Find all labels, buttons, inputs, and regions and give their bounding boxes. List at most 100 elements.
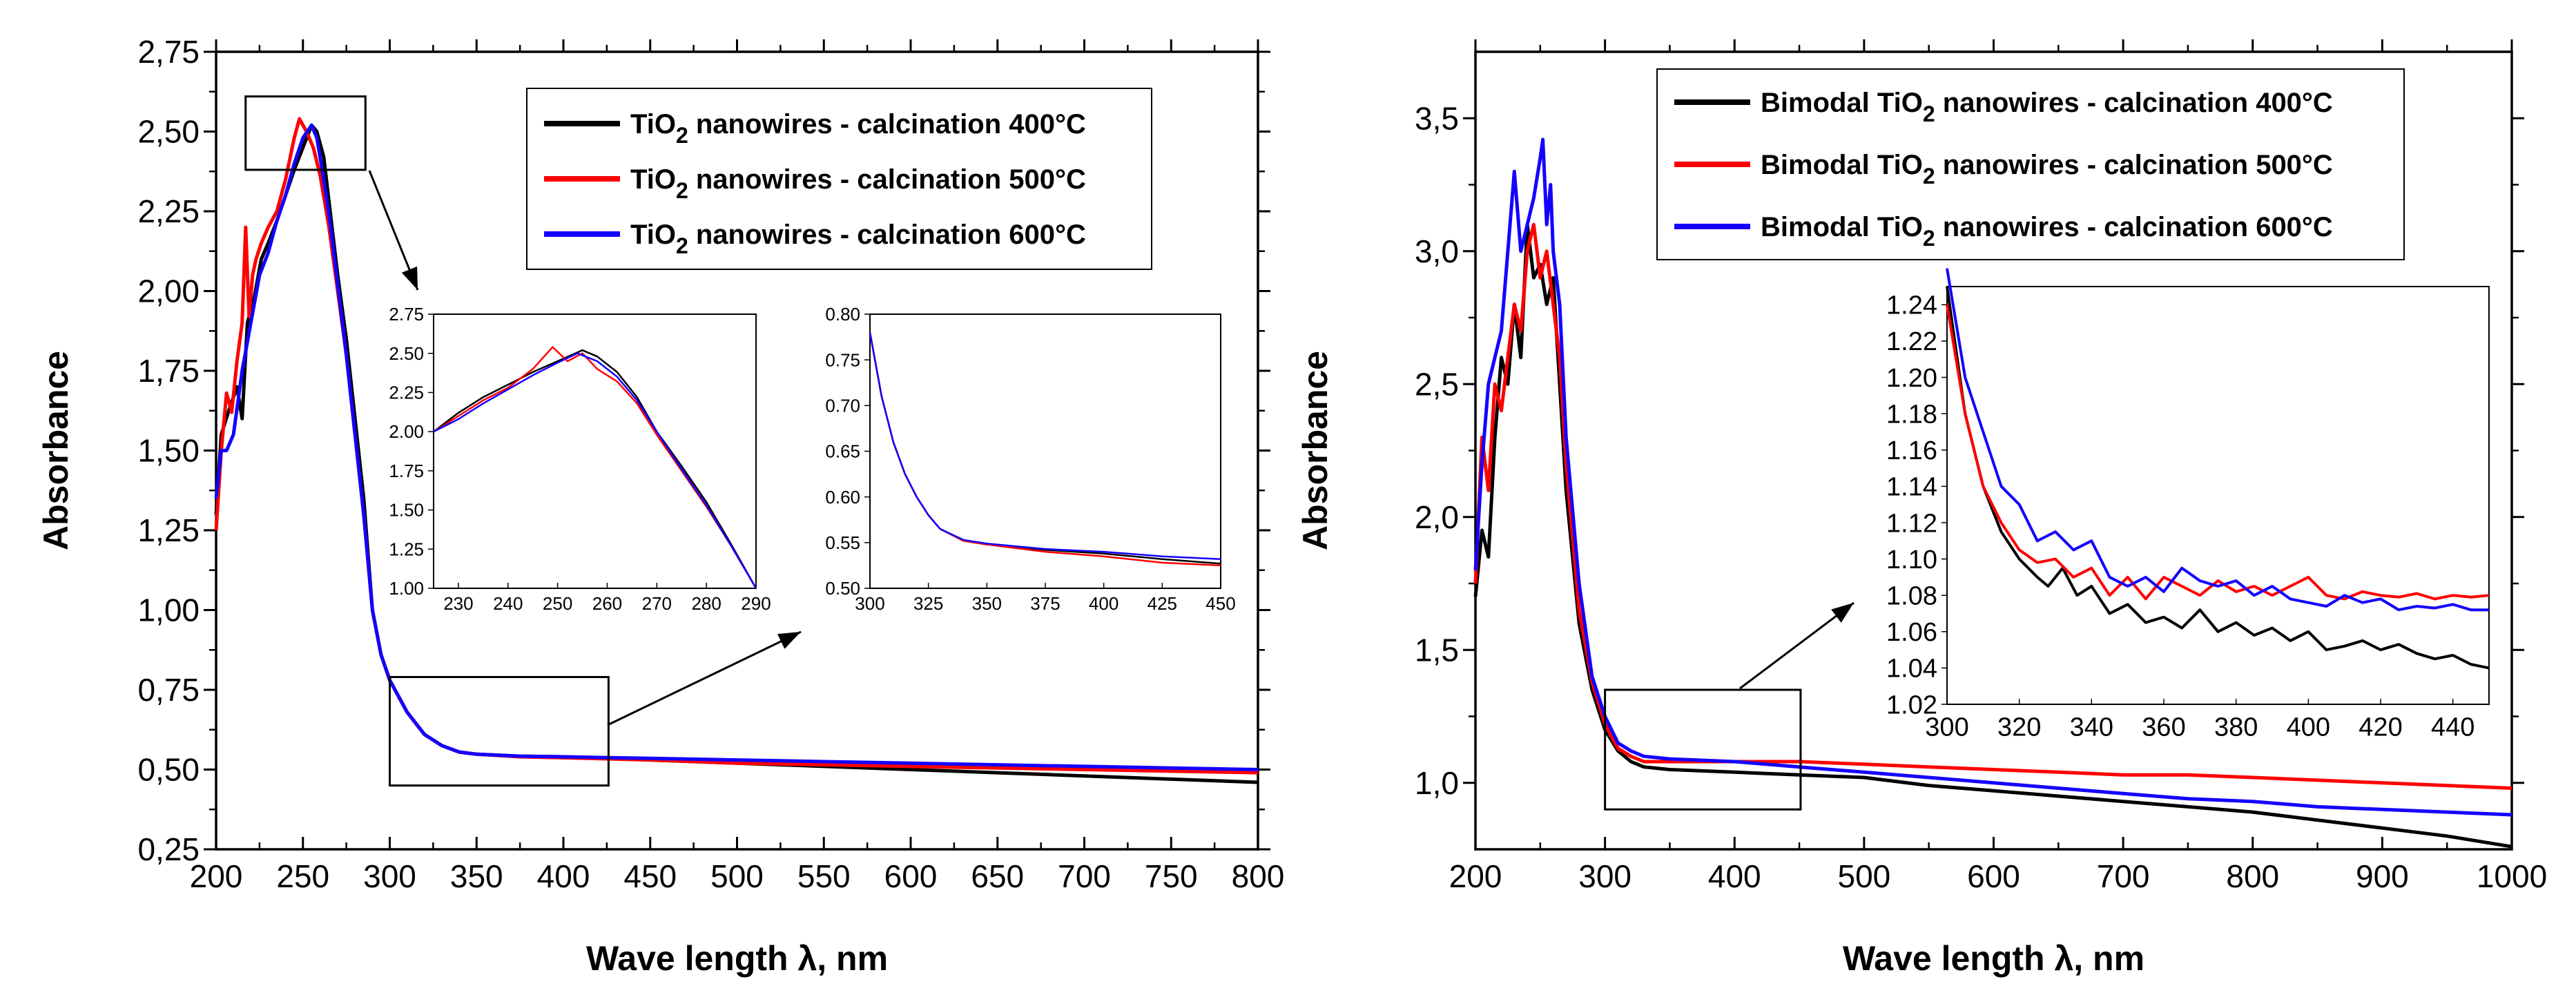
x-tick-label: 250	[276, 858, 329, 894]
y-tick-label: 2,5	[1415, 366, 1459, 402]
y-tick-label: 1.02	[1886, 690, 1937, 719]
x-tick-label: 230	[443, 593, 473, 614]
y-tick-label: 1.12	[1886, 509, 1937, 538]
legend-label: TiO2 nanowires - calcination 500°C	[630, 164, 1086, 203]
axes-inset: 300 325 350 375 400 425 450 0.50 0.55 0.60 0.65 0.7…	[825, 304, 1235, 614]
legend-label: Bimodal TiO2 nanowires - calcination 400…	[1761, 88, 2333, 126]
y-tick-label: 1.20	[1886, 364, 1937, 393]
zoom-box	[244, 95, 367, 171]
y-tick-label: 0.70	[825, 395, 860, 416]
series-line-3	[1473, 137, 2512, 817]
inset-series-line-3	[1946, 268, 2489, 612]
x-tick-label: 270	[642, 593, 672, 614]
x-tick-label: 800	[2226, 858, 2279, 894]
legend-label-suffix: nanowires - calcination 600°C	[688, 220, 1086, 250]
inset-series-line-3	[433, 352, 757, 589]
legend-label-prefix: TiO	[630, 109, 676, 139]
x-tick-label: 400	[1089, 593, 1118, 614]
y-axis-title: Absorbance	[1296, 351, 1335, 550]
legend-label-suffix: nanowires - calcination 500°C	[1935, 150, 2333, 180]
y-tick-label: 2.25	[389, 383, 424, 403]
y-tick-label: 1,00	[137, 592, 200, 628]
legend-label-prefix: Bimodal TiO	[1761, 150, 1923, 180]
x-tick-label: 375	[1030, 593, 1060, 614]
x-tick-label: 350	[972, 593, 1002, 614]
inset-series-line-3	[869, 332, 1221, 560]
x-tick-label: 440	[2431, 713, 2475, 742]
y-tick-label: 2,0	[1415, 499, 1459, 535]
legend-label-suffix: nanowires - calcination 400°C	[1935, 88, 2333, 118]
series-group	[214, 117, 1259, 784]
legend-label: Bimodal TiO2 nanowires - calcination 600…	[1761, 212, 2333, 251]
legend-label: TiO2 nanowires - calcination 600°C	[630, 220, 1086, 258]
x-tick-label: 420	[2359, 713, 2402, 742]
legend-label-prefix: TiO	[630, 220, 676, 250]
zoom-arrow-head	[1831, 603, 1854, 623]
x-tick-label: 450	[1205, 593, 1235, 614]
zoom-arrow-head	[777, 632, 801, 649]
x-tick-label: 600	[884, 858, 938, 894]
x-tick-label: 800	[1232, 858, 1285, 894]
zoom-box	[1604, 688, 1802, 811]
y-tick-label: 1.25	[389, 539, 424, 559]
y-tick-label: 1,25	[137, 512, 200, 548]
axes-inset: 300 320 340 360 380 400 420 440 1.02 1.04 1.06 1.08…	[1886, 286, 2490, 742]
legend-label-sub: 2	[676, 233, 688, 258]
y-tick-label: 0.80	[825, 304, 860, 325]
y-tick-label: 1.22	[1886, 327, 1937, 356]
axes-main: 200 300 400 500 600 700 800 900 1000 1,0 1,5 2,0 2,5…	[1415, 39, 2547, 894]
x-tick-label: 325	[913, 593, 943, 614]
x-tick-label: 340	[2070, 713, 2113, 742]
y-tick-label: 1.18	[1886, 400, 1937, 429]
legend-label-sub: 2	[1923, 102, 1935, 126]
legend-frame	[1656, 68, 2405, 260]
plot-frame	[1946, 286, 2490, 705]
x-tick-label: 400	[2287, 713, 2330, 742]
x-tick-label: 500	[710, 858, 764, 894]
y-tick-label: 1,5	[1415, 632, 1459, 668]
x-tick-label: 200	[190, 858, 243, 894]
y-tick-label: 1.24	[1886, 291, 1937, 320]
x-tick-label: 320	[1997, 713, 2041, 742]
x-tick-label: 240	[493, 593, 523, 614]
x-tick-label: 280	[691, 593, 721, 614]
legend-label-sub: 2	[676, 178, 688, 203]
legend-label-suffix: nanowires - calcination 500°C	[688, 164, 1086, 195]
y-tick-label: 2,75	[137, 34, 200, 70]
y-tick-label: 0,25	[137, 831, 200, 867]
inset-series-line-2	[1946, 304, 2490, 601]
inset-background	[1947, 287, 2489, 704]
chart-left: 200 250 300 350 400 450 500 550 600 650 700 750 800 0…	[37, 34, 1284, 978]
axes-main: 200 250 300 350 400 450 500 550 600 650 700 750 800 0…	[137, 34, 1284, 894]
y-tick-label: 1.50	[389, 500, 424, 521]
x-tick-label: 260	[592, 593, 622, 614]
legend-label: Bimodal TiO2 nanowires - calcination 500…	[1761, 150, 2333, 189]
x-tick-label: 250	[543, 593, 572, 614]
y-tick-label: 1.10	[1886, 545, 1937, 574]
y-tick-label: 1.16	[1886, 436, 1937, 465]
chart-right: 200 300 400 500 600 700 800 900 1000 1,0 1,5 2,0 2,5…	[1296, 39, 2547, 978]
inset-right-inset: 300 320 340 360 380 400 420 440 1.02 1.04 1.06 1.08…	[1886, 268, 2490, 742]
y-tick-label: 0.50	[825, 578, 860, 599]
y-tick-label: 0,75	[137, 672, 200, 708]
x-tick-label: 700	[1058, 858, 1111, 894]
x-tick-label: 300	[1578, 858, 1631, 894]
legend-frame	[526, 88, 1152, 270]
x-tick-label: 300	[1925, 713, 1968, 742]
inset-left-inset-b: 300 325 350 375 400 425 450 0.50 0.55 0.60 0.65 0.7…	[825, 304, 1235, 614]
zoom-arrow	[607, 630, 802, 726]
x-tick-label: 290	[741, 593, 771, 614]
legend-label-prefix: Bimodal TiO	[1761, 88, 1923, 118]
x-tick-label: 350	[450, 858, 503, 894]
y-tick-label: 3,0	[1415, 233, 1459, 269]
y-tick-label: 0.75	[825, 349, 860, 370]
zoom-arrow	[1739, 601, 1854, 690]
y-tick-label: 1,0	[1415, 765, 1459, 801]
legend-label-prefix: TiO	[630, 164, 676, 195]
legend-label-sub: 2	[1923, 226, 1935, 251]
x-tick-label: 900	[2356, 858, 2409, 894]
x-tick-label: 360	[2142, 713, 2185, 742]
inset-background	[870, 314, 1221, 588]
